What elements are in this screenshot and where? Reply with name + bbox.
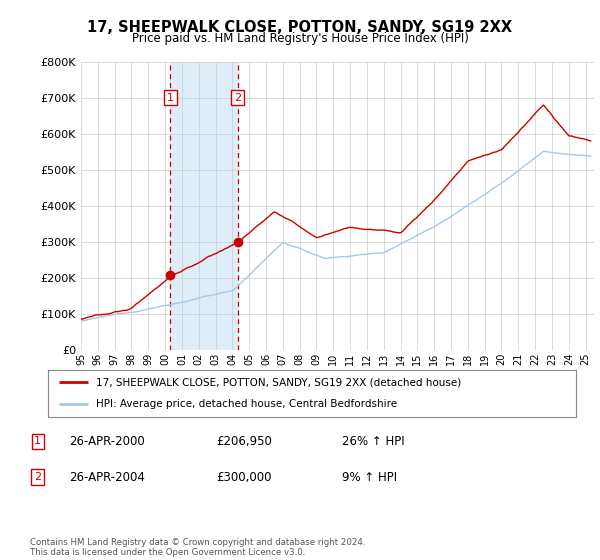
Text: 2: 2 bbox=[234, 92, 241, 102]
Text: 1: 1 bbox=[167, 92, 174, 102]
Text: Price paid vs. HM Land Registry's House Price Index (HPI): Price paid vs. HM Land Registry's House … bbox=[131, 32, 469, 45]
Text: HPI: Average price, detached house, Central Bedfordshire: HPI: Average price, detached house, Cent… bbox=[95, 399, 397, 409]
Text: Contains HM Land Registry data © Crown copyright and database right 2024.
This d: Contains HM Land Registry data © Crown c… bbox=[30, 538, 365, 557]
Text: 26% ↑ HPI: 26% ↑ HPI bbox=[342, 435, 404, 448]
Text: £300,000: £300,000 bbox=[216, 470, 271, 484]
Text: 2: 2 bbox=[34, 472, 41, 482]
Text: £206,950: £206,950 bbox=[216, 435, 272, 448]
Text: 1: 1 bbox=[34, 436, 41, 446]
Text: 17, SHEEPWALK CLOSE, POTTON, SANDY, SG19 2XX: 17, SHEEPWALK CLOSE, POTTON, SANDY, SG19… bbox=[88, 20, 512, 35]
Text: 26-APR-2000: 26-APR-2000 bbox=[69, 435, 145, 448]
Text: 9% ↑ HPI: 9% ↑ HPI bbox=[342, 470, 397, 484]
Text: 26-APR-2004: 26-APR-2004 bbox=[69, 470, 145, 484]
Text: 17, SHEEPWALK CLOSE, POTTON, SANDY, SG19 2XX (detached house): 17, SHEEPWALK CLOSE, POTTON, SANDY, SG19… bbox=[95, 377, 461, 388]
Bar bbox=[170, 62, 238, 350]
